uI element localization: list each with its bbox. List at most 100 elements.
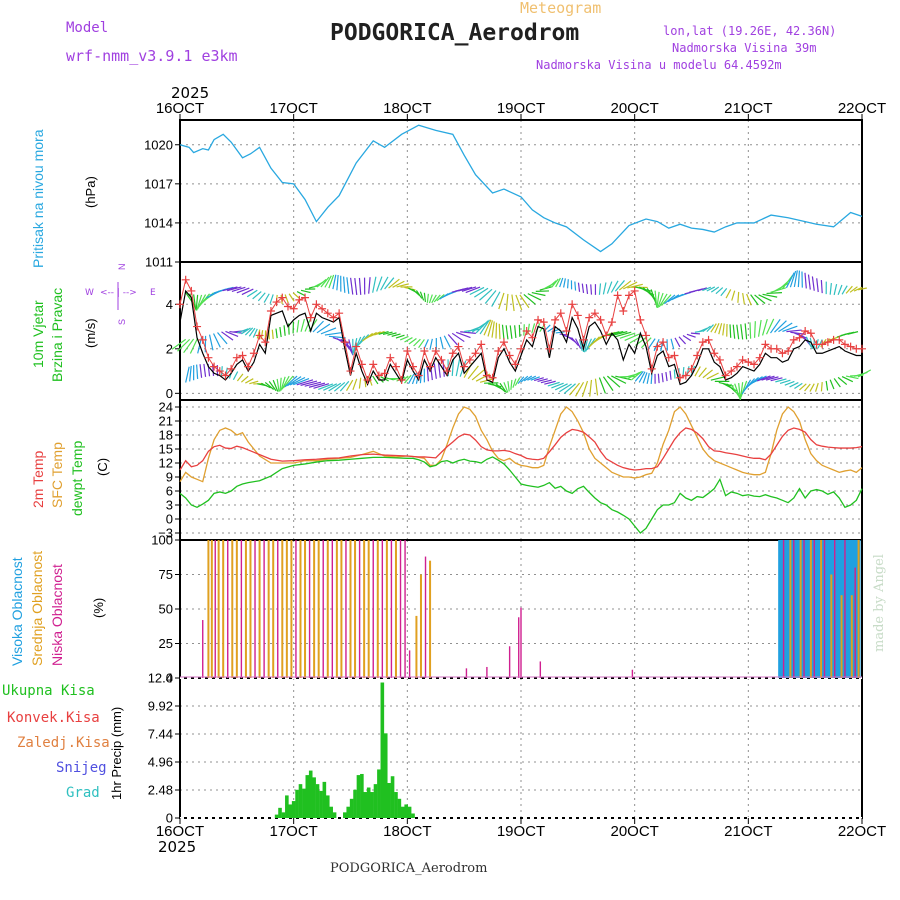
wind-arrow — [766, 292, 783, 295]
wind-arrow — [275, 328, 278, 339]
wind-arrow — [656, 291, 660, 308]
mid-cloud-bar — [419, 574, 422, 678]
high-cloud-bar — [836, 540, 841, 678]
wind-arrow — [505, 325, 509, 340]
wind-arrow — [443, 335, 451, 348]
wind-gust-marker — [613, 291, 622, 300]
wind-gust-marker — [642, 331, 651, 340]
wind-gust-marker — [670, 351, 679, 360]
mid-cloud-bar — [367, 540, 370, 678]
wind-gust-marker — [801, 327, 810, 335]
wind-arrow — [715, 287, 724, 295]
wind-arrow — [281, 375, 290, 390]
precip-bar — [377, 769, 381, 818]
low-cloud-bar — [404, 540, 406, 678]
wind-gust-marker — [426, 362, 435, 371]
wind-gust-marker — [602, 331, 611, 340]
wind-arrow — [753, 321, 756, 338]
wind-gust-marker — [346, 367, 355, 376]
wind-arrow — [807, 274, 811, 290]
wind-arrow — [404, 374, 412, 384]
wind-arrow — [770, 377, 783, 382]
wind-arrow — [279, 377, 282, 392]
wind-arrow — [304, 381, 322, 387]
wind-arrow — [395, 334, 405, 339]
mid-cloud-label: Srednja Oblacnost — [29, 550, 45, 666]
wind-arrow — [563, 278, 566, 288]
wind-arrow — [544, 380, 556, 385]
wind-gust-marker — [312, 300, 321, 309]
wind-arrow — [217, 332, 228, 345]
wind-gust-marker — [653, 342, 662, 351]
wind-arrow — [598, 283, 602, 295]
wind-arrow — [702, 325, 711, 332]
mid-cloud-bar — [285, 540, 288, 678]
y-tick-label: 1011 — [145, 255, 173, 270]
wind-arrow — [527, 293, 542, 301]
wind-arrow — [269, 294, 274, 304]
wind-gust-marker — [687, 364, 696, 373]
wind-gust-marker — [454, 342, 463, 351]
wind-gust-marker — [386, 353, 395, 362]
mid-cloud-bar — [231, 540, 234, 678]
wind-arrow — [426, 293, 429, 303]
precip-bar — [349, 798, 354, 818]
x-tick-label-bottom: 22OCT — [838, 823, 886, 840]
wind-gust-marker — [755, 353, 764, 362]
wind-arrow — [746, 293, 752, 306]
wind-gust-marker — [289, 304, 298, 313]
precip-bar — [322, 781, 327, 818]
wind-gust-marker — [750, 360, 759, 369]
wind-arrow — [581, 380, 589, 398]
wind-arrow — [300, 318, 306, 332]
mid-cloud-bar — [222, 540, 225, 678]
wind-arrow — [304, 318, 312, 332]
precip-bar — [343, 812, 347, 818]
year-top: 2025 — [171, 84, 210, 102]
wind-arrow — [814, 382, 819, 392]
wind-arrow — [555, 331, 565, 334]
wind-arrow — [498, 323, 501, 340]
wind-gust-marker — [499, 338, 508, 347]
wind-arrow — [606, 281, 613, 294]
wind-arrow — [195, 294, 199, 311]
precip-bar — [390, 776, 395, 818]
wind-arrow — [495, 383, 506, 393]
precip-bar — [281, 812, 286, 818]
low-cloud-label: Niska Oblacnost — [49, 564, 65, 666]
wind-arrow — [729, 324, 732, 338]
wind-gust-marker — [301, 293, 310, 302]
sfc-temp-line — [179, 406, 863, 483]
wind-arrow — [471, 369, 485, 381]
mid-cloud-bar — [799, 540, 802, 678]
wind-arrow — [388, 278, 400, 289]
wind-mean-line — [179, 289, 862, 386]
y-tick-label: 4 — [166, 297, 173, 312]
low-cloud-bar — [465, 668, 468, 678]
temp2m-label: 2m Temp — [30, 450, 46, 508]
wind-arrow — [474, 287, 489, 298]
wind-arrow — [551, 278, 559, 288]
wind-arrow — [682, 335, 692, 342]
wind-gust-marker — [659, 338, 668, 347]
wind-arrow — [737, 291, 740, 303]
wind-arrow — [615, 375, 632, 381]
wind-arrow — [280, 294, 283, 305]
wind-arrow — [770, 318, 781, 334]
wind-arrow — [372, 276, 377, 293]
wind-arrow — [575, 338, 582, 349]
wind-arrow — [418, 339, 425, 349]
wind-arrow — [722, 323, 725, 336]
wind-arrow — [437, 361, 441, 378]
wind-gust-marker — [840, 340, 849, 349]
pressure-label: Pritisak na nivou mora — [30, 129, 46, 268]
wind-arrow — [272, 379, 279, 392]
wind-arrow — [590, 284, 593, 295]
precip-bar — [288, 804, 293, 818]
high-cloud-bar — [815, 540, 820, 678]
low-cloud-bar — [793, 540, 795, 678]
wind-arrow — [323, 383, 338, 391]
wind-arrow — [284, 294, 289, 304]
wind-arrow — [571, 337, 579, 347]
